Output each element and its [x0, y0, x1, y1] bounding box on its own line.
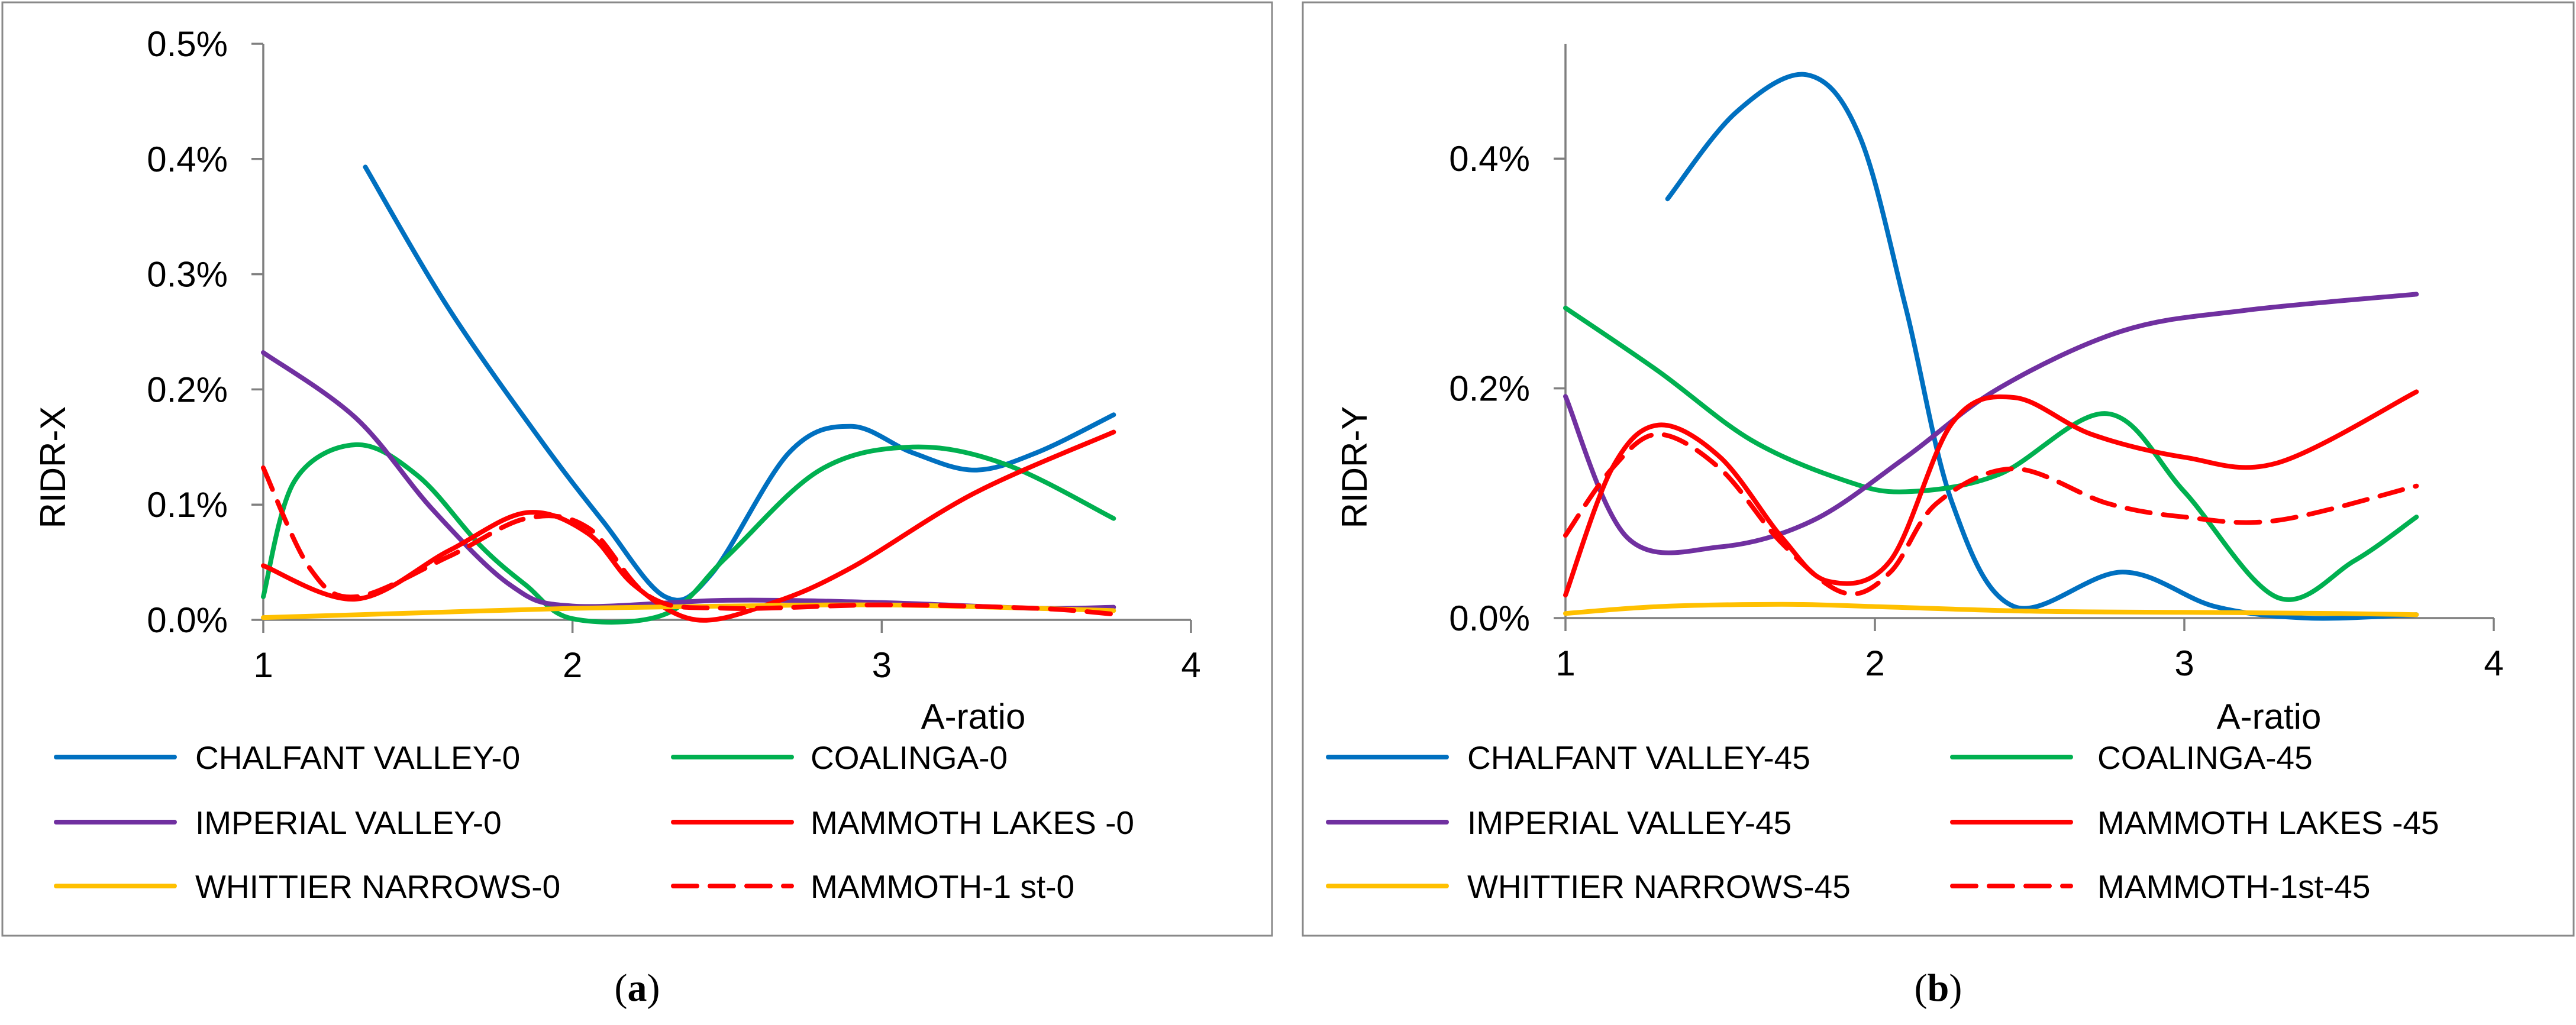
y-tick-label: 0.2% — [147, 370, 228, 409]
series-line-mammoth-1-st-0 — [261, 465, 1116, 617]
legend-b: CHALFANT VALLEY-45 COALINGA-45 IMPERIAL VA… — [1326, 739, 2439, 905]
legend-a: CHALFANT VALLEY-0 COALINGA-0 IMPERIAL VALL… — [54, 739, 1134, 905]
caption-a: (a) — [615, 966, 660, 1010]
y-tick-label: 0.4% — [147, 140, 228, 179]
x-axis-title-a: A-ratio — [921, 697, 1026, 736]
y-tick-label: 0.1% — [147, 485, 228, 525]
chart-panel-b: 1 2 3 4 0.0% 0.2% 0.4% A-ratio RIDR-Y CHALFANT… — [1302, 1, 2575, 937]
series-line-whittier-narrows-45 — [1563, 602, 2419, 617]
y-axis-title-b: RIDR-Y — [1335, 406, 1374, 529]
caption-b: (b) — [1915, 966, 1962, 1010]
x-tick-label: 3 — [872, 645, 892, 685]
panel-b-frame — [1302, 1, 2575, 937]
x-axis-title-b: A-ratio — [2217, 697, 2322, 736]
legend-label-chalfant-valley-45: CHALFANT VALLEY-45 — [1467, 739, 1810, 776]
x-tick-label: 1 — [1555, 644, 1575, 683]
x-tick-label: 1 — [253, 645, 273, 685]
y-tick-label: 0.2% — [1449, 369, 1530, 409]
x-tick-label: 4 — [1181, 645, 1200, 685]
y-tick-label: 0.0% — [147, 600, 228, 640]
series-line-mammoth-1st-45 — [1563, 432, 2419, 597]
legend-label-mammoth-lakes-0: MAMMOTH LAKES -0 — [811, 804, 1134, 841]
legend-label-imperial-valley-45: IMPERIAL VALLEY-45 — [1467, 804, 1791, 841]
caption-a-letter: a — [628, 966, 647, 1010]
legend-label-mammoth-1-st-0: MAMMOTH-1 st-0 — [811, 868, 1074, 905]
y-tick-label: 0.5% — [147, 24, 228, 64]
legend-label-mammoth-1st-45: MAMMOTH-1st-45 — [2097, 868, 2370, 905]
legend-label-whittier-narrows-0: WHITTIER NARROWS-0 — [195, 868, 560, 905]
chart-panel-a: 1 2 3 4 0.0% 0.1% 0.2% 0.3% 0.4% 0.5% A-ratio RID… — [1, 1, 1273, 937]
y-tick-label: 0.0% — [1449, 599, 1530, 638]
y-tick-label: 0.3% — [147, 255, 228, 295]
plot-area-a: 1 2 3 4 0.0% 0.1% 0.2% 0.3% 0.4% 0.5% — [147, 24, 1200, 685]
x-tick-label: 3 — [2174, 644, 2194, 683]
y-tick-label: 0.4% — [1449, 139, 1530, 179]
legend-label-coalinga-0: COALINGA-0 — [811, 739, 1008, 776]
series-line-imperial-valley-45 — [1563, 292, 2419, 555]
legend-label-chalfant-valley-0: CHALFANT VALLEY-0 — [195, 739, 520, 776]
x-tick-label: 2 — [1865, 644, 1884, 683]
caption-b-letter: b — [1928, 966, 1949, 1010]
x-tick-label: 2 — [563, 645, 582, 685]
legend-label-imperial-valley-0: IMPERIAL VALLEY-0 — [195, 804, 502, 841]
y-axis-title-a: RIDR-X — [33, 406, 73, 529]
series-line-mammoth-lakes-45 — [1563, 389, 2419, 598]
legend-label-whittier-narrows-45: WHITTIER NARROWS-45 — [1467, 868, 1851, 905]
x-tick-label: 4 — [2484, 644, 2503, 683]
panel-a-frame — [1, 1, 1273, 937]
legend-label-coalinga-45: COALINGA-45 — [2097, 739, 2313, 776]
plot-area-b: 1 2 3 4 0.0% 0.2% 0.4% — [1449, 44, 2504, 683]
legend-label-mammoth-lakes-45: MAMMOTH LAKES -45 — [2097, 804, 2439, 841]
series-line-coalinga-0 — [261, 442, 1116, 625]
